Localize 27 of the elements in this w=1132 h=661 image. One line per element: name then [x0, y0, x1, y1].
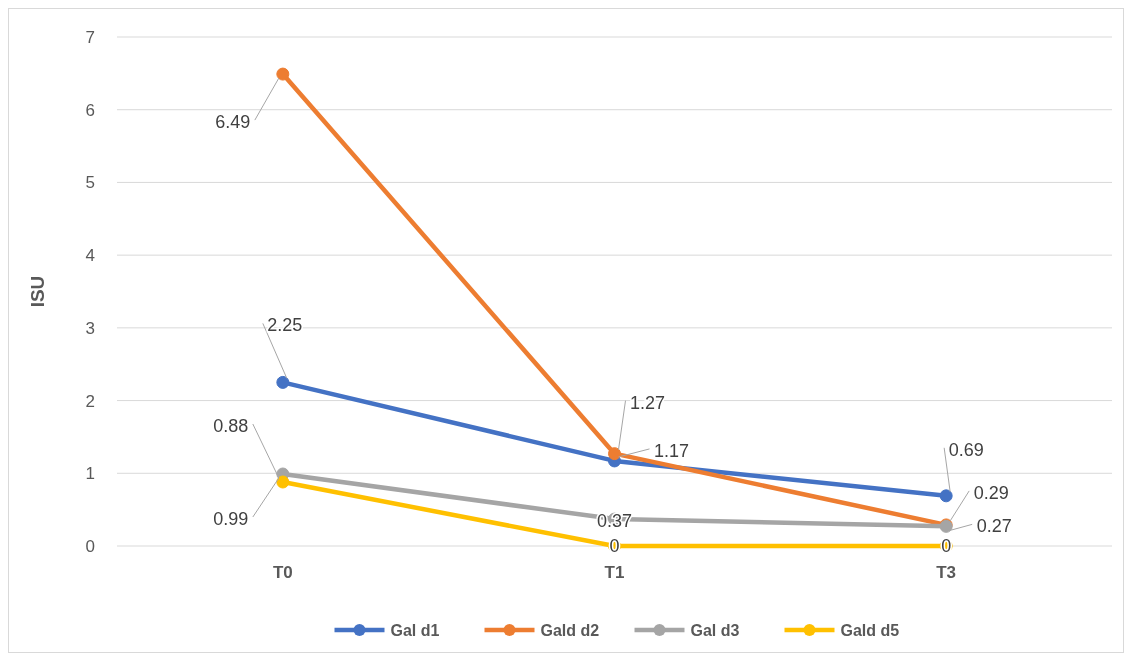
- data-label: 0.99: [213, 509, 249, 530]
- y-tick-label: 3: [85, 318, 95, 338]
- data-label: 0: [941, 536, 952, 556]
- legend-label: Gal d1: [390, 622, 440, 639]
- y-tick-label: 0: [85, 537, 95, 556]
- x-tick-label: T0: [272, 563, 293, 582]
- legend-label: Gald d5: [840, 622, 900, 639]
- x-tick-label: T1: [604, 563, 625, 582]
- y-tick-label: 6: [85, 100, 95, 120]
- data-label: 0.88: [213, 416, 249, 437]
- data-label: 6.49: [215, 112, 251, 133]
- data-label: 0: [609, 536, 620, 556]
- data-label: 0.69: [948, 439, 984, 460]
- data-label: 0.27: [976, 516, 1012, 537]
- data-label: 1.17: [653, 440, 690, 461]
- y-tick-label: 1: [85, 464, 95, 484]
- data-label: 2.25: [267, 315, 303, 336]
- y-tick-label: 5: [85, 173, 95, 193]
- legend-label: Gal d3: [690, 622, 740, 639]
- y-tick-label: 7: [85, 28, 95, 47]
- y-tick-label: 4: [85, 246, 95, 266]
- data-label: 1.27: [629, 392, 666, 413]
- data-label: 0.29: [973, 482, 1009, 503]
- legend-label: Gald d2: [540, 622, 600, 639]
- x-tick-label: T3: [936, 563, 957, 582]
- y-axis-title: ISU: [27, 275, 48, 308]
- y-tick-label: 2: [85, 391, 95, 411]
